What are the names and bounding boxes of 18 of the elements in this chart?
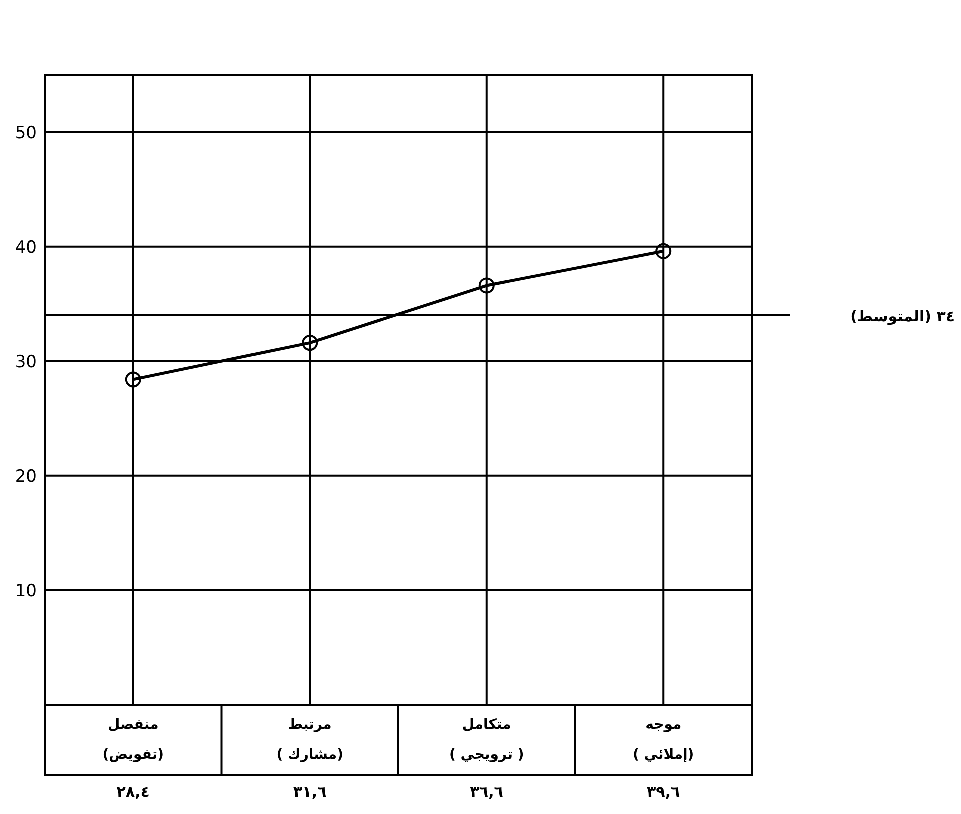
point <box>302 335 318 352</box>
y-tick-label: 10 <box>15 581 37 602</box>
data-label: ٣٦,٦ <box>470 783 504 801</box>
x-tick-label: متكامل ( ترويجي ) <box>450 717 524 763</box>
ref-line-label: ٣٤ (المتوسط) <box>850 308 955 326</box>
y-tick-label: 50 <box>15 123 37 144</box>
x-tick-label: مرتبط (مشارك ) <box>276 717 344 763</box>
data-label: ٢٨,٤ <box>116 783 150 801</box>
y-tick-label: 30 <box>15 352 37 372</box>
point <box>656 243 672 260</box>
y-tick-label: 20 <box>15 466 37 487</box>
data-label: ٣١,٦ <box>294 783 327 801</box>
point <box>125 372 142 388</box>
x-tick-label: موجه (إملائي ) <box>633 717 694 763</box>
y-tick-label: 40 <box>15 238 37 258</box>
data-label: ٣٩,٦ <box>647 783 680 801</box>
point <box>478 278 495 294</box>
x-tick-label: منفصل (تفويض) <box>102 717 164 763</box>
